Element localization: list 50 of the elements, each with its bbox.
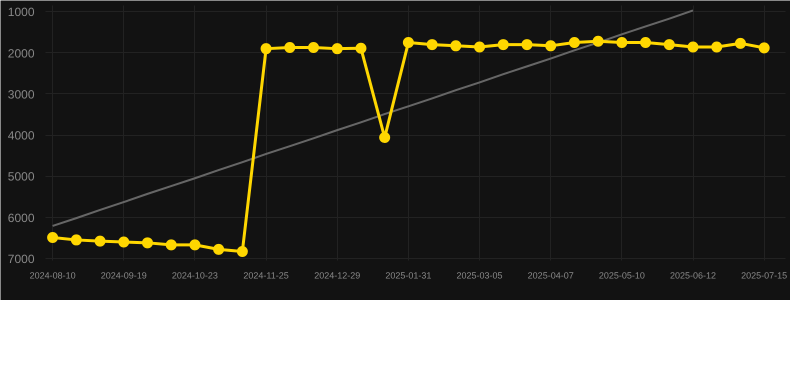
point xyxy=(498,39,509,50)
y-tick-label: 1000 xyxy=(8,5,35,20)
point xyxy=(47,232,58,243)
line-series xyxy=(52,9,694,227)
point xyxy=(450,40,462,52)
point xyxy=(758,42,770,54)
point xyxy=(189,239,200,250)
x-tick-label: 2025-04-07 xyxy=(528,270,574,280)
point xyxy=(734,38,746,49)
x-tick-label: 2025-07-15 xyxy=(741,270,788,280)
x-tick-label: 2024-12-29 xyxy=(314,270,360,280)
point xyxy=(308,42,320,53)
point xyxy=(142,237,153,248)
y-tick-label: 2000 xyxy=(8,46,35,60)
point xyxy=(474,42,486,53)
point xyxy=(236,246,248,257)
point xyxy=(213,244,224,255)
x-tick-label: 2025-05-10 xyxy=(598,270,645,280)
point xyxy=(426,39,438,50)
point xyxy=(260,43,272,54)
point xyxy=(284,42,296,53)
point xyxy=(664,39,675,50)
point xyxy=(640,37,652,48)
point xyxy=(379,132,390,144)
point xyxy=(711,42,722,53)
y-tick-label: 4000 xyxy=(8,128,35,143)
point xyxy=(166,239,177,250)
point xyxy=(521,39,532,50)
point xyxy=(94,236,106,247)
x-tick-label: 2025-06-12 xyxy=(670,270,716,280)
x-tick-label: 2025-01-31 xyxy=(385,270,432,280)
point xyxy=(118,236,130,248)
point xyxy=(545,40,556,52)
y-tick-label: 5000 xyxy=(8,170,35,184)
x-tick-label: 2024-10-23 xyxy=(172,270,218,280)
x-tick-label: 2025-03-05 xyxy=(456,270,503,280)
y-tick-label: 3000 xyxy=(8,87,35,102)
point xyxy=(332,43,343,54)
point xyxy=(355,42,366,54)
point xyxy=(70,234,82,246)
x-tick-label: 2024-09-19 xyxy=(100,270,147,280)
point xyxy=(568,37,580,48)
point xyxy=(616,37,628,48)
point xyxy=(402,37,414,48)
y-tick-label: 7000 xyxy=(8,252,35,266)
x-tick-label: 2024-08-10 xyxy=(30,270,76,280)
point xyxy=(592,36,604,47)
x-tick-label: 2024-11-25 xyxy=(243,270,289,280)
point xyxy=(688,42,698,53)
y-tick-label: 6000 xyxy=(8,210,35,225)
